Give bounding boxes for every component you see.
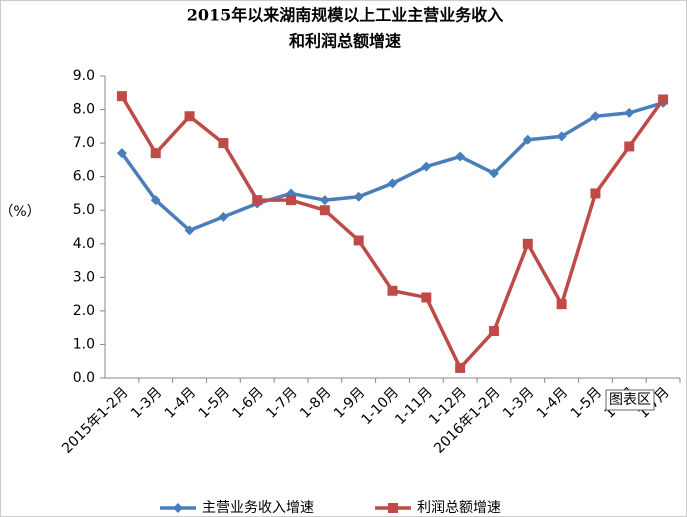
point-marker	[150, 195, 161, 206]
point-marker	[116, 91, 127, 102]
legend-marker	[388, 503, 398, 513]
point-marker	[184, 225, 195, 236]
y-tick-label: 3.0	[73, 269, 95, 285]
point-marker	[421, 161, 432, 172]
point-marker	[590, 111, 601, 122]
point-marker	[624, 107, 635, 118]
point-marker	[286, 195, 297, 206]
point-marker	[218, 211, 229, 222]
y-tick-label: 9.0	[73, 68, 95, 84]
tooltip-box	[605, 389, 655, 411]
y-tick-label: 2.0	[73, 303, 95, 319]
legend-label: 主营业务收入增速	[202, 500, 314, 516]
point-marker	[624, 141, 635, 152]
y-tick-label: 7.0	[73, 135, 95, 151]
y-tick-label: 5.0	[73, 202, 95, 218]
y-tick-label: 1.0	[73, 336, 95, 352]
point-marker	[353, 235, 364, 246]
point-marker	[150, 148, 161, 159]
y-axis-label: （%）	[0, 204, 41, 220]
point-marker	[116, 148, 127, 159]
point-marker	[488, 326, 499, 337]
point-marker	[387, 178, 398, 189]
point-marker	[522, 238, 533, 249]
point-marker	[421, 292, 432, 303]
point-marker	[218, 138, 229, 149]
chart-title: 2015年以来湖南规模以上工业主营业务收入	[187, 6, 504, 25]
chart-title: 和利润总额增速	[289, 32, 401, 51]
point-marker	[556, 131, 567, 142]
point-marker	[184, 111, 195, 122]
point-marker	[488, 168, 499, 179]
point-marker	[556, 299, 567, 310]
point-marker	[522, 134, 533, 145]
point-marker	[455, 151, 466, 162]
point-marker	[387, 285, 398, 296]
point-marker	[353, 191, 364, 202]
point-marker	[658, 94, 669, 105]
point-marker	[319, 195, 330, 206]
y-tick-label: 0.0	[73, 370, 95, 386]
tooltip: 图表区	[609, 392, 651, 408]
y-tick-label: 6.0	[73, 169, 95, 185]
y-tick-label: 4.0	[73, 236, 95, 252]
point-marker	[319, 205, 330, 216]
point-marker	[252, 195, 263, 206]
legend-marker	[173, 503, 183, 513]
point-marker	[590, 188, 601, 199]
point-marker	[455, 362, 466, 373]
legend-label: 利润总额增速	[417, 500, 501, 516]
y-tick-label: 8.0	[73, 102, 95, 118]
